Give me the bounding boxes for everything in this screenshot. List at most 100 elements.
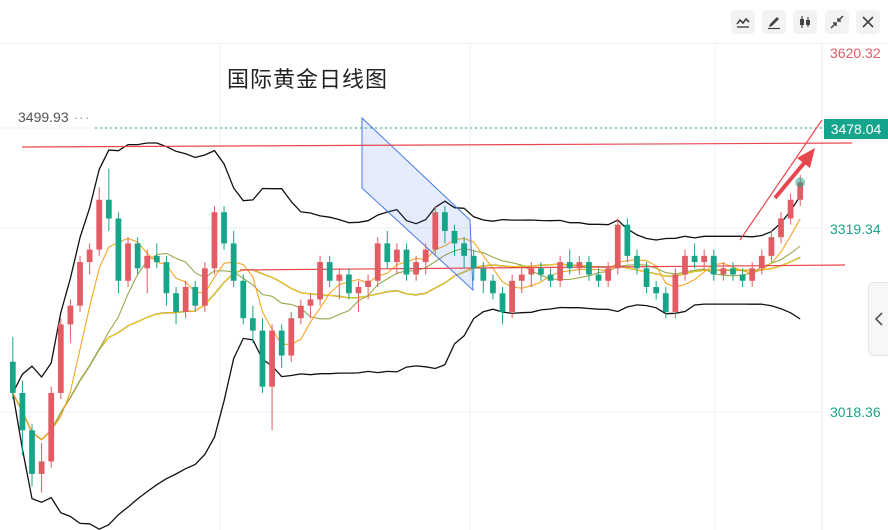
candle-body — [614, 224, 621, 269]
candle-body — [547, 274, 554, 281]
candle-body — [653, 287, 660, 294]
candle-body — [451, 230, 458, 244]
high-price-marker: 3499.93 ··· — [18, 109, 91, 125]
candle-body — [144, 255, 151, 269]
candle-body — [672, 274, 679, 312]
collapse-arrows-icon — [830, 15, 844, 29]
candle-body — [374, 243, 381, 281]
candle-body — [739, 274, 746, 281]
candle-body — [403, 249, 410, 275]
candle-body — [384, 243, 391, 263]
candle-body — [115, 218, 122, 281]
candle-body — [701, 255, 708, 263]
candle-body — [336, 274, 343, 281]
chart-title: 国际黄金日线图 — [227, 68, 389, 93]
descending-channel — [361, 116, 474, 292]
last-price-tag: 3478.04 — [824, 119, 888, 139]
candle-body — [557, 262, 564, 281]
candle-body — [643, 268, 650, 287]
candle-body — [288, 318, 295, 356]
candle-body — [240, 280, 247, 319]
candle-body — [576, 262, 583, 269]
candle-body — [634, 255, 640, 269]
candle-body — [605, 268, 612, 281]
ma20-line — [12, 256, 801, 441]
candle-body — [67, 305, 74, 325]
candle-body — [624, 224, 631, 256]
side-panel-toggle[interactable] — [868, 282, 888, 356]
candle-body — [201, 268, 208, 306]
candle-body — [29, 430, 35, 474]
candle-body — [259, 330, 266, 387]
candle-body — [230, 243, 237, 281]
candle-body — [48, 392, 55, 462]
candle-body — [297, 305, 304, 319]
candle-body — [38, 461, 45, 474]
candle-body — [528, 268, 535, 275]
candle-body — [797, 182, 804, 200]
price-label-low: 3018.36 — [830, 404, 881, 420]
candle-body — [249, 318, 256, 331]
candle-body — [134, 243, 141, 269]
candle-body — [595, 274, 602, 281]
candle-body — [730, 268, 736, 275]
candle-body — [413, 262, 419, 275]
resistance-line — [21, 142, 853, 148]
candle-body — [682, 255, 688, 275]
candle-body — [57, 324, 64, 393]
close-icon — [862, 16, 874, 28]
candle-body — [346, 274, 352, 294]
chart-type-button[interactable] — [793, 10, 817, 34]
last-price-dot — [795, 177, 806, 188]
candle-body — [77, 262, 83, 306]
indicator-button[interactable] — [731, 10, 755, 34]
support-line — [239, 264, 846, 271]
chart-toolbar — [0, 0, 888, 44]
candle-body — [586, 262, 592, 275]
candle-body — [317, 262, 323, 300]
indicator-line-icon — [736, 17, 750, 28]
candle-body — [499, 293, 506, 312]
candle-body — [538, 268, 544, 275]
draw-button[interactable] — [762, 10, 786, 34]
candle-body — [125, 243, 131, 281]
candle-body — [105, 199, 112, 219]
candle-body — [662, 293, 669, 312]
price-label-mid: 3319.34 — [830, 221, 881, 237]
candle-body — [442, 212, 448, 231]
candle-body — [355, 287, 362, 294]
up-arrow-head — [797, 148, 815, 168]
candle-body — [509, 280, 516, 312]
candle-body — [470, 255, 477, 269]
candlestick-icon — [800, 16, 810, 28]
candle-body — [461, 243, 467, 256]
candle-body — [221, 212, 227, 244]
boll-lower-line — [12, 303, 801, 530]
candle-body — [566, 262, 573, 269]
candle-body — [480, 268, 487, 281]
candle-body — [710, 255, 717, 275]
candle-body — [778, 218, 784, 238]
pencil-icon — [768, 17, 780, 30]
boll-upper-line — [12, 142, 801, 394]
price-label-top: 3620.32 — [830, 45, 881, 61]
candle-body — [192, 287, 199, 306]
fullscreen-button[interactable] — [825, 10, 849, 34]
rising-trendline — [739, 119, 823, 241]
candle-body — [749, 268, 756, 281]
candle-body — [86, 249, 93, 263]
candle-body — [307, 299, 314, 306]
candle-body — [153, 255, 160, 263]
candle-body — [278, 330, 285, 356]
chevron-left-icon — [874, 312, 883, 326]
candle-body — [182, 287, 189, 312]
candle-body — [768, 237, 775, 256]
candle-body — [394, 249, 400, 263]
candle-body — [269, 330, 275, 387]
candle-body — [96, 199, 103, 250]
candle-body — [365, 280, 371, 287]
candle-body — [490, 280, 496, 294]
candle-body — [787, 199, 794, 219]
close-button[interactable] — [856, 10, 880, 34]
